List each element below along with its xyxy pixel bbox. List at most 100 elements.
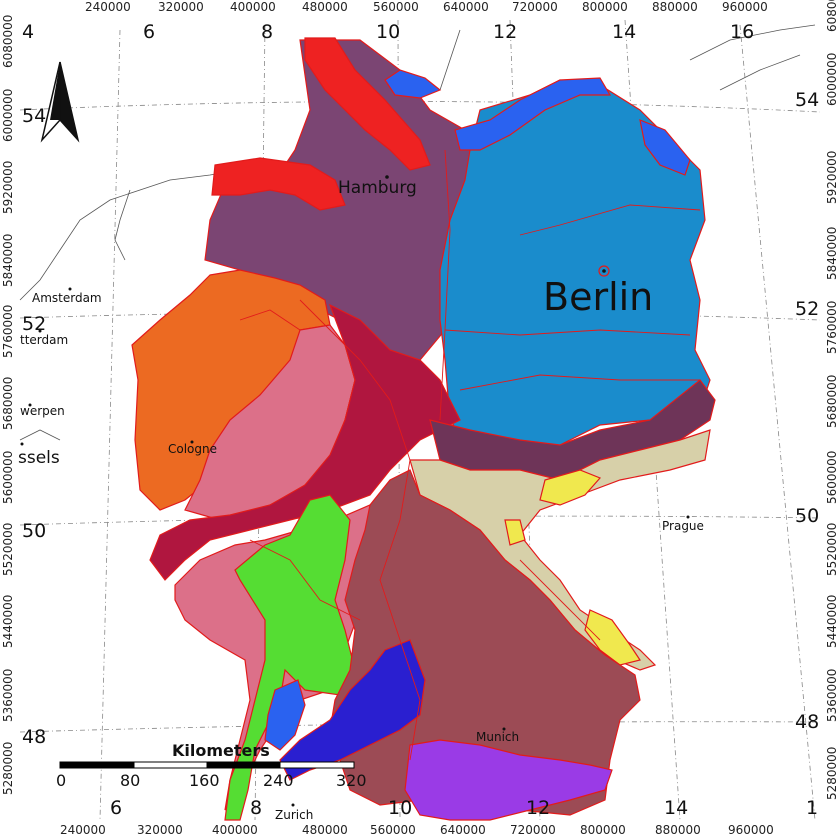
easting-top-label: 320000 xyxy=(158,0,204,14)
northing-labels-right: 6080000 6000000 5920000 5840000 5760000 … xyxy=(825,0,839,800)
scale-segment xyxy=(279,761,355,769)
northing-right-label: 6000000 xyxy=(825,53,839,106)
easting-bottom-label: 640000 xyxy=(440,823,486,837)
region-yellow-east xyxy=(539,469,602,506)
northing-right-label: 5440000 xyxy=(825,595,839,648)
region-yellow-mid xyxy=(504,519,526,546)
amsterdam-point xyxy=(68,287,72,291)
north-arrow-icon xyxy=(40,61,80,143)
antwerpen-point xyxy=(28,403,32,407)
northing-right-label: 5280000 xyxy=(825,747,839,800)
city-prague: Prague xyxy=(662,519,704,533)
brussels-point xyxy=(20,442,24,446)
easting-bottom-label: 480000 xyxy=(302,823,348,837)
scale-bar: Kilometers 0 80 160 240 320 xyxy=(56,741,367,790)
cologne-point xyxy=(190,440,194,444)
region-bright-blue-southwest xyxy=(264,679,306,751)
scale-segment xyxy=(133,761,208,769)
northing-left-label: 5520000 xyxy=(1,523,15,576)
longitude-top-label: 4 xyxy=(22,21,34,43)
latitude-left-label: 50 xyxy=(22,520,46,542)
easting-bottom-label: 720000 xyxy=(510,823,556,837)
city-antwerpen: werpen xyxy=(20,404,65,418)
northing-right-label: 5760000 xyxy=(825,301,839,354)
region-coast-red xyxy=(304,37,431,171)
easting-labels-bottom: 240000 320000 400000 480000 560000 64000… xyxy=(60,823,774,837)
scale-bar-title: Kilometers xyxy=(172,741,270,760)
berlin-point xyxy=(602,269,606,273)
hamburg-point xyxy=(385,175,389,179)
latitude-left-label: 54 xyxy=(22,105,46,127)
longitude-labels-top: 4 6 8 10 12 14 16 xyxy=(22,21,754,43)
city-munich: Munich xyxy=(476,730,519,744)
region-crimson xyxy=(149,303,461,581)
germany-regions xyxy=(131,37,716,821)
longitude-bottom-label: 12 xyxy=(526,797,550,819)
northing-right-label: 5520000 xyxy=(825,523,839,576)
region-bright-blue-east xyxy=(639,119,691,176)
city-cologne: Cologne xyxy=(168,442,217,456)
scale-segment xyxy=(59,761,135,769)
latitude-right-label: 50 xyxy=(795,505,819,527)
northing-left-label: 5440000 xyxy=(1,595,15,648)
longitude-top-label: 16 xyxy=(730,21,754,43)
scale-tick-label: 80 xyxy=(120,771,140,790)
longitude-bottom-label: 10 xyxy=(388,797,412,819)
state-borders xyxy=(239,149,701,761)
munich-point xyxy=(502,727,506,731)
northing-left-label: 5680000 xyxy=(1,377,15,430)
northing-right-label: 5600000 xyxy=(825,451,839,504)
latitude-left-label: 48 xyxy=(22,726,46,748)
scale-tick-label: 240 xyxy=(263,771,294,790)
longitude-bottom-label: 14 xyxy=(664,797,688,819)
longitude-labels-bottom: 6 8 10 12 14 1 xyxy=(110,797,818,819)
easting-top-label: 720000 xyxy=(512,0,558,14)
longitude-bottom-label: 8 xyxy=(250,797,262,819)
easting-bottom-label: 960000 xyxy=(728,823,774,837)
easting-labels-top: 240000 320000 400000 480000 560000 64000… xyxy=(85,0,768,14)
region-violet xyxy=(404,739,613,821)
region-green xyxy=(224,494,356,821)
easting-top-label: 960000 xyxy=(722,0,768,14)
longitude-bottom-label: 1 xyxy=(806,797,818,819)
northing-right-label: 6080000 xyxy=(825,0,839,32)
northing-left-label: 5840000 xyxy=(1,234,15,287)
northing-right-label: 5680000 xyxy=(825,375,839,428)
easting-bottom-label: 320000 xyxy=(137,823,183,837)
latitude-labels-left: 54 52 50 48 xyxy=(22,105,46,748)
easting-bottom-label: 800000 xyxy=(580,823,626,837)
northing-right-label: 5360000 xyxy=(825,669,839,722)
city-labels: Hamburg Berlin Amsterdam tterdam werpen … xyxy=(18,175,704,822)
city-zurich: Zurich xyxy=(275,808,313,822)
latitude-left-label: 52 xyxy=(22,313,46,335)
scale-segment xyxy=(206,761,281,769)
latitude-right-label: 54 xyxy=(795,89,819,111)
longitude-top-label: 6 xyxy=(143,21,155,43)
easting-bottom-label: 240000 xyxy=(60,823,106,837)
easting-top-label: 400000 xyxy=(230,0,276,14)
northing-right-label: 5920000 xyxy=(825,151,839,204)
northing-left-label: 5280000 xyxy=(1,742,15,795)
longitude-top-label: 8 xyxy=(261,21,273,43)
city-berlin: Berlin xyxy=(543,275,653,319)
northing-left-label: 5360000 xyxy=(1,669,15,722)
city-rotterdam: tterdam xyxy=(20,333,68,347)
easting-top-label: 880000 xyxy=(652,0,698,14)
region-bright-blue-coast xyxy=(454,77,612,151)
northing-right-label: 5840000 xyxy=(825,227,839,280)
latitude-labels-right: 54 52 50 48 xyxy=(795,89,819,733)
easting-bottom-label: 560000 xyxy=(370,823,416,837)
city-brussels: ssels xyxy=(18,448,60,468)
northing-left-label: 5920000 xyxy=(1,161,15,214)
easting-bottom-label: 400000 xyxy=(212,823,258,837)
longitude-bottom-label: 6 xyxy=(110,797,122,819)
easting-top-label: 240000 xyxy=(85,0,131,14)
scale-tick-label: 0 xyxy=(56,771,66,790)
latitude-right-label: 52 xyxy=(795,298,819,320)
easting-top-label: 800000 xyxy=(582,0,628,14)
longitude-top-label: 10 xyxy=(376,21,400,43)
easting-top-label: 640000 xyxy=(443,0,489,14)
region-coast-red-west xyxy=(211,157,346,211)
easting-top-label: 480000 xyxy=(302,0,348,14)
